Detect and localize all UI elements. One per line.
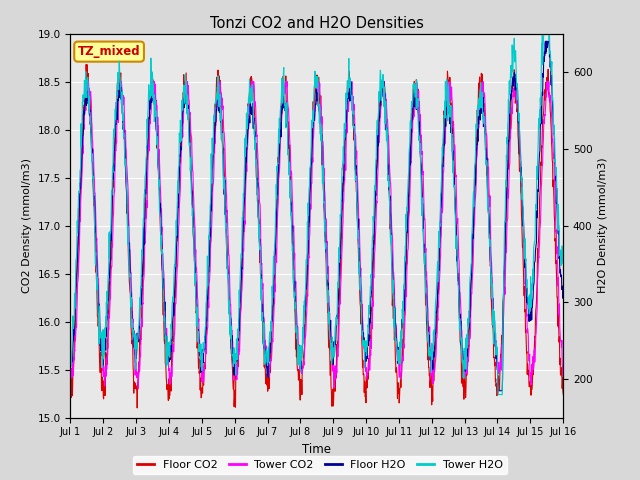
Floor H2O [393,340,401,346]
Tower CO2 [134,386,142,392]
Floor H2O [458,342,465,348]
Tower H2O [231,351,239,357]
Floor H2O [164,350,172,356]
Tower CO2 [559,374,567,380]
Tower CO2 [165,368,173,373]
Floor CO2 [232,372,239,378]
Tower H2O [458,338,465,344]
Tower CO2 [458,328,466,334]
Floor H2O [67,350,74,356]
Floor CO2 [394,396,401,401]
Text: TZ_mixed: TZ_mixed [78,45,140,58]
Line: Tower H2O: Tower H2O [70,34,563,395]
Floor CO2 [165,376,173,382]
Floor CO2 [83,61,90,67]
Floor CO2 [67,394,74,400]
Tower CO2 [177,167,184,172]
Tower H2O [501,219,509,225]
Tower H2O [540,31,548,36]
Floor CO2 [559,391,567,397]
Y-axis label: H2O Density (mmol/m3): H2O Density (mmol/m3) [598,158,608,293]
Tower H2O [494,392,502,397]
Floor H2O [176,152,184,157]
Tower CO2 [394,360,401,366]
Tower H2O [176,140,184,145]
Tower CO2 [232,364,239,370]
Title: Tonzi CO2 and H2O Densities: Tonzi CO2 and H2O Densities [210,16,424,31]
Floor CO2 [458,361,466,367]
Tower CO2 [502,276,509,282]
X-axis label: Time: Time [302,443,332,456]
Legend: Floor CO2, Tower CO2, Floor H2O, Tower H2O: Floor CO2, Tower CO2, Floor H2O, Tower H… [133,456,507,474]
Floor CO2 [177,140,184,146]
Tower CO2 [84,79,92,84]
Y-axis label: CO2 Density (mmol/m3): CO2 Density (mmol/m3) [22,158,32,293]
Tower CO2 [67,377,74,383]
Tower H2O [393,345,401,351]
Line: Floor CO2: Floor CO2 [70,64,563,408]
Floor H2O [494,388,502,394]
Tower H2O [67,364,74,370]
Floor CO2 [502,246,509,252]
Floor H2O [231,357,239,363]
Tower H2O [559,256,567,262]
Floor H2O [541,38,549,44]
Line: Floor H2O: Floor H2O [70,41,563,391]
Line: Tower CO2: Tower CO2 [70,82,563,389]
Floor H2O [559,284,567,289]
Floor CO2 [133,405,141,411]
Tower H2O [164,344,172,350]
Floor H2O [501,242,509,248]
